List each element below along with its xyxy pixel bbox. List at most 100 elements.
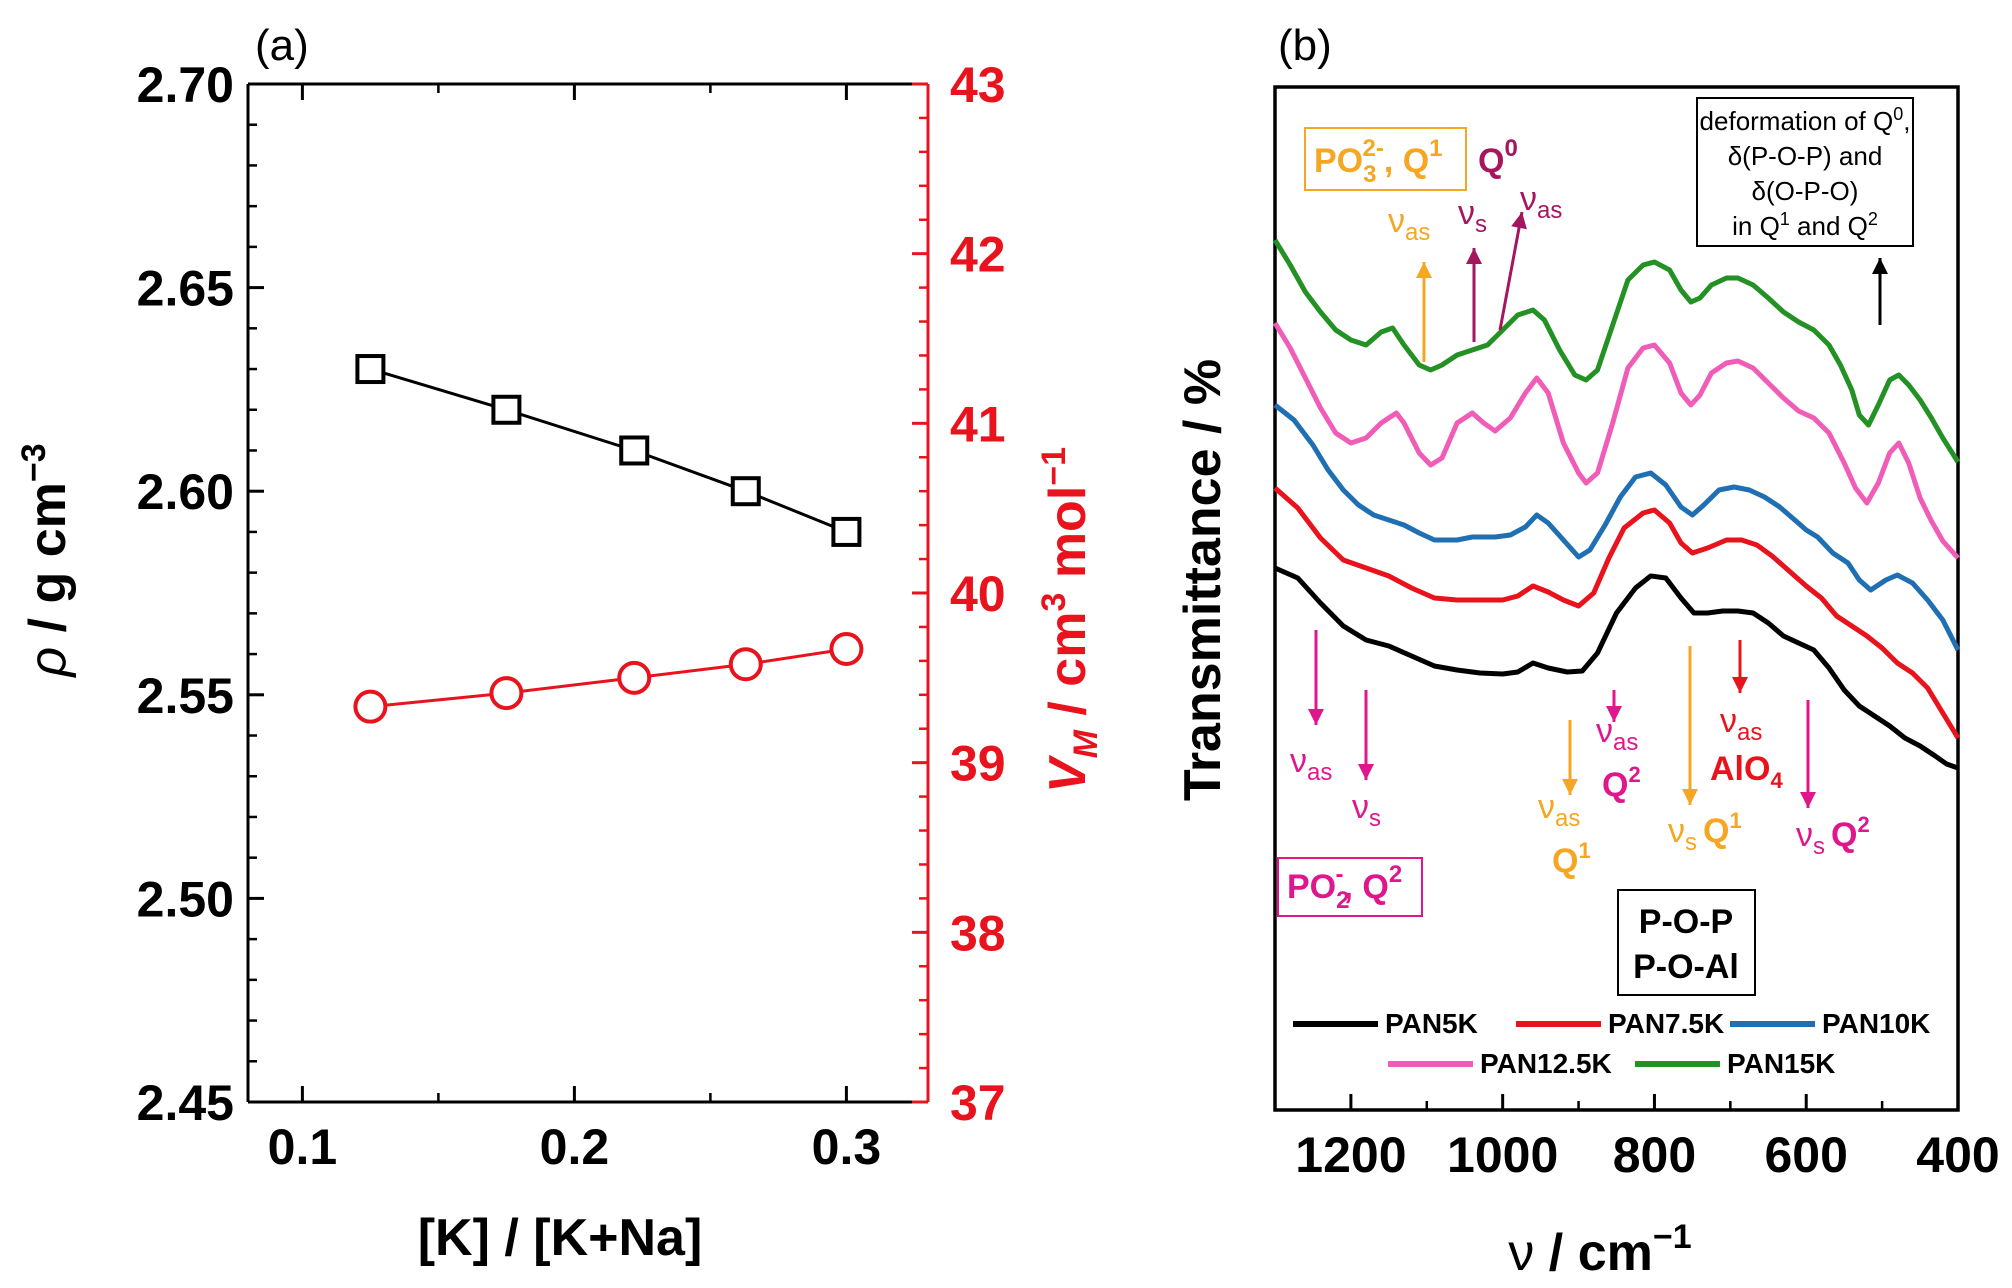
panel-a-series xyxy=(353,354,864,724)
arrow-nu-as-q0-shaft xyxy=(1498,211,1524,331)
p-o-p-label: P-O-P xyxy=(1639,903,1733,941)
panel-a: (a) 2.45 2.50 2.55 2.60 2.65 2.70 37 38 39 40 41 4… xyxy=(15,21,1105,1267)
left-tick-label: 2.65 xyxy=(137,261,234,317)
po3-box xyxy=(1304,127,1467,191)
nu-as-alo4-label: νas xyxy=(1720,702,1762,746)
density-marker xyxy=(831,516,862,547)
spectrum-PAN7.5K xyxy=(1273,486,1961,740)
spectrum-PAN15K xyxy=(1272,238,1961,464)
panel-a-label: (a) xyxy=(255,21,309,70)
right-tick-label: 38 xyxy=(950,905,1006,961)
density-marker xyxy=(355,354,386,385)
right-tick-label: 37 xyxy=(950,1075,1006,1131)
nu-as-po3-label: νas xyxy=(1388,202,1430,246)
legend-label-PAN10K: PAN10K xyxy=(1822,1008,1930,1039)
legend: PAN5K PAN7.5K PAN10K PAN12.5K PAN15K xyxy=(1293,1008,1930,1079)
molar-volume-marker xyxy=(353,689,388,724)
arrow-nu-as-alo4-head xyxy=(1732,677,1748,693)
b-x-tick-label: 400 xyxy=(1916,1127,1999,1183)
panel-b-frame xyxy=(1273,85,1960,1112)
arrow-nu-s-q2-head xyxy=(1800,792,1816,808)
right-tick-label: 42 xyxy=(950,227,1006,283)
nu-as-q1-label: νas xyxy=(1538,788,1580,832)
q0-label: Q0 xyxy=(1478,135,1518,180)
nu-s-q0-label: νs xyxy=(1458,194,1487,238)
spectrum-PAN10K xyxy=(1273,403,1961,652)
x-tick-label: 0.3 xyxy=(812,1119,882,1175)
density-marker xyxy=(619,435,650,466)
left-tick-label: 2.55 xyxy=(137,668,234,724)
left-tick-label: 2.45 xyxy=(137,1075,234,1131)
right-tick-label: 40 xyxy=(950,566,1006,622)
nu-as-q0-label: νas xyxy=(1520,180,1562,224)
x-axis-label: [K] / [K+Na] xyxy=(418,1209,703,1267)
nu-as-q2-label: νas xyxy=(1596,712,1638,756)
density-marker xyxy=(730,476,761,507)
po3-q1-label: PO32-, Q1 xyxy=(1314,135,1443,188)
q2-label-a: Q2 xyxy=(1602,762,1641,804)
band-arrows xyxy=(1308,211,1888,808)
alo4-label: AlO4 xyxy=(1710,750,1783,793)
left-tick-label: 2.60 xyxy=(137,464,234,520)
deformation-box xyxy=(1696,97,1914,247)
legend-label-PAN5K: PAN5K xyxy=(1385,1008,1478,1039)
arrow-nu-s-po2-head xyxy=(1358,764,1374,780)
legend-label-PAN12.5K: PAN12.5K xyxy=(1480,1048,1612,1079)
panel-b-axes xyxy=(1273,85,1960,1112)
density-line xyxy=(369,367,847,534)
right-y-axis-label: VM / cm3 mol−1 xyxy=(1035,447,1105,793)
wavenumber-axis-label: ν / cm−1 xyxy=(1508,1218,1691,1282)
b-x-ticks: 1200 1000 800 600 400 xyxy=(1295,1094,2000,1183)
deformation-line-1: deformation of Q0, xyxy=(1700,104,1911,136)
left-y-axis-label: ρ / g cm−3 xyxy=(15,443,77,678)
po2-q2-label: PO2-, Q2 xyxy=(1287,861,1402,914)
left-tick-label: 2.50 xyxy=(137,871,234,927)
legend-label-PAN7.5K: PAN7.5K xyxy=(1608,1008,1724,1039)
arrow-nu-s-q0-head xyxy=(1466,248,1482,264)
arrow-nu-as-po3-head xyxy=(1416,262,1432,278)
nu-s-po2-label: νs xyxy=(1352,788,1381,832)
x-tick-label: 0.2 xyxy=(540,1119,610,1175)
po2-box xyxy=(1277,857,1423,917)
x-tick-label: 0.1 xyxy=(268,1119,338,1175)
b-x-tick-label: 600 xyxy=(1765,1127,1848,1183)
spectra xyxy=(1272,238,1961,771)
spectrum-PAN5K xyxy=(1273,565,1959,771)
nu-s-q2-label: νs Q2 xyxy=(1796,812,1870,860)
arrow-deformation-head xyxy=(1872,258,1888,274)
b-x-tick-label: 1200 xyxy=(1295,1127,1406,1183)
transmittance-axis-label: Transmittance / % xyxy=(1174,359,1232,801)
arrow-nu-as-q2-head xyxy=(1606,706,1622,722)
molar-volume-marker xyxy=(489,676,524,711)
molar-volume-line xyxy=(370,647,847,709)
rho-symbol: ρ xyxy=(19,647,77,679)
deformation-line-3: δ(O-P-O) xyxy=(1752,176,1859,206)
arrow-nu-as-q1-head xyxy=(1562,779,1578,795)
molar-volume-marker xyxy=(829,631,864,666)
deformation-line-4: in Q1 and Q2 xyxy=(1732,209,1878,241)
nu-as-po2-label: νas xyxy=(1290,742,1332,786)
p-o-al-label: P-O-Al xyxy=(1633,948,1739,986)
molar-volume-marker xyxy=(617,660,652,695)
deformation-line-2: δ(P-O-P) and xyxy=(1728,141,1883,171)
right-tick-label: 41 xyxy=(950,396,1006,452)
arrow-nu-as-po2-head xyxy=(1308,709,1324,725)
molar-volume-marker xyxy=(728,647,763,682)
panel-a-axes xyxy=(246,82,930,1104)
right-tick-label: 43 xyxy=(950,57,1006,113)
bond-box xyxy=(1617,889,1756,996)
arrow-nu-s-q1-head xyxy=(1682,789,1698,805)
q1-label-a: Q1 xyxy=(1552,838,1591,880)
b-x-tick-label: 1000 xyxy=(1447,1127,1558,1183)
density-marker xyxy=(491,394,522,425)
right-y-ticks: 37 38 39 40 41 42 43 xyxy=(912,57,1006,1131)
nu-s-q1-label: νs Q1 xyxy=(1668,808,1742,856)
legend-label-PAN15K: PAN15K xyxy=(1727,1048,1835,1079)
x-ticks: 0.1 0.2 0.3 xyxy=(268,84,882,1175)
spectrum-PAN12.5K xyxy=(1272,321,1960,560)
panel-b-label: (b) xyxy=(1278,21,1332,70)
left-y-ticks: 2.45 2.50 2.55 2.60 2.65 2.70 xyxy=(137,57,264,1131)
right-tick-label: 39 xyxy=(950,736,1006,792)
panel-b: (b) 1200 1000 800 600 400 Transmittance / % … xyxy=(1174,21,2000,1282)
